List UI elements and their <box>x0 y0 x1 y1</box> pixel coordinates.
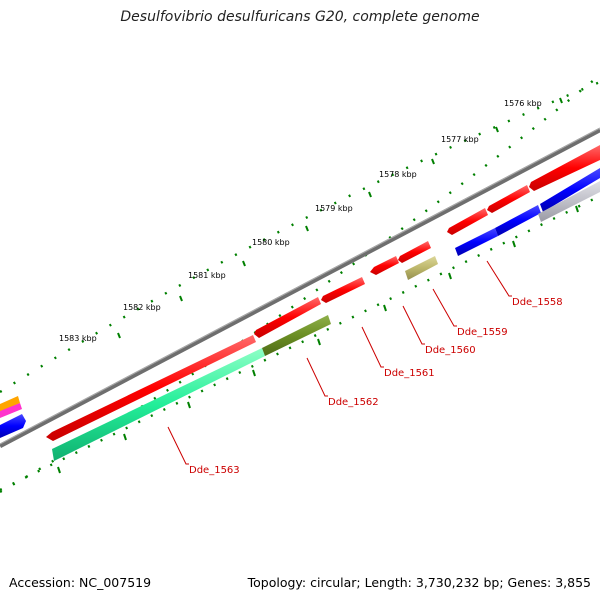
gene-label-dde-1562[interactable]: Dde_1562 <box>328 397 379 408</box>
feature-orange <box>0 396 20 412</box>
genome-summary-text: Topology: circular; Length: 3,730,232 bp… <box>247 575 591 590</box>
forward-cds-track <box>46 145 600 441</box>
gene-label-dde-1563[interactable]: Dde_1563 <box>189 465 240 476</box>
label-leaders <box>167 260 512 465</box>
cds-far-reverse <box>540 168 600 212</box>
gene-label-dde-1559[interactable]: Dde_1559 <box>457 327 508 338</box>
gene-label-dde-1560[interactable]: Dde_1560 <box>425 345 476 356</box>
inner-major-ticks <box>57 205 579 474</box>
scale-label-1581: 1581 kbp <box>188 271 226 280</box>
scale-label-1583: 1583 kbp <box>59 334 97 343</box>
cds-upstream-forward <box>529 145 600 191</box>
accession-text: Accession: NC_007519 <box>9 575 152 590</box>
kbp-scale-track <box>0 80 600 394</box>
feature-dde-1563-teal <box>52 348 265 461</box>
cds-dde-1563-forward <box>46 335 256 441</box>
scale-label-1582: 1582 kbp <box>123 303 161 312</box>
feature-blue-left <box>0 414 26 438</box>
outer-scale-track <box>0 74 600 494</box>
cds-dde-1558a-forward <box>447 208 488 235</box>
scale-label-1578: 1578 kbp <box>379 170 417 179</box>
cds-next-reverse <box>495 205 541 236</box>
scale-label-1576: 1576 kbp <box>504 99 542 108</box>
feature-dde-1559-khaki <box>405 256 438 280</box>
cds-dde-1561-forward <box>321 277 365 303</box>
reverse-cds-track <box>52 168 600 461</box>
feature-magenta <box>0 403 22 418</box>
cds-dde-1558b-forward <box>487 185 530 213</box>
left-edge-features <box>0 396 26 438</box>
cds-dde-1559-forward <box>398 241 431 263</box>
genome-backbone <box>0 127 600 448</box>
inner-scale-track <box>0 194 600 492</box>
genome-title: Desulfovibrio desulfuricans G20, complet… <box>120 9 480 25</box>
cds-dde-1558-reverse <box>455 228 498 256</box>
major-ticks <box>117 97 563 339</box>
gene-label-dde-1558[interactable]: Dde_1558 <box>512 297 563 308</box>
feature-gray-pseudo <box>538 181 600 222</box>
scale-label-1579: 1579 kbp <box>315 204 353 213</box>
cds-dde-1560-forward <box>370 256 399 275</box>
scale-label-1580: 1580 kbp <box>252 238 290 247</box>
cds-dde-1562-forward <box>254 297 321 338</box>
feature-dde-1562-olive <box>262 315 331 356</box>
scale-label-1577: 1577 kbp <box>441 135 479 144</box>
gene-label-dde-1561[interactable]: Dde_1561 <box>384 368 435 379</box>
